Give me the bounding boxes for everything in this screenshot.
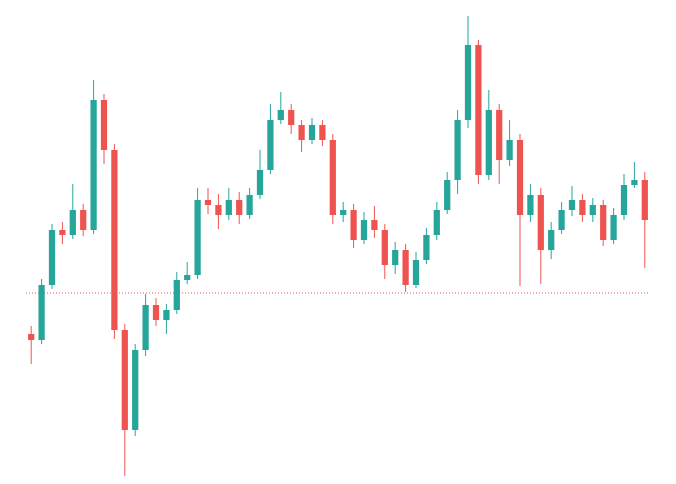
- candle-body: [277, 110, 284, 120]
- candle-body: [392, 250, 399, 265]
- candle-body: [620, 185, 628, 215]
- candle-body: [454, 120, 461, 180]
- candle-body: [329, 140, 336, 215]
- candle-body: [100, 100, 108, 150]
- candle-body: [38, 285, 45, 340]
- candle-body: [610, 215, 617, 240]
- candle-body: [267, 120, 274, 170]
- candle-body: [568, 200, 576, 210]
- candle-body: [215, 205, 222, 215]
- candle-body: [48, 230, 56, 285]
- candle-body: [288, 110, 295, 125]
- candle-body: [516, 140, 524, 215]
- candle-body: [360, 220, 368, 240]
- candle-body: [90, 100, 97, 230]
- candle-body: [152, 305, 160, 320]
- candle-body: [319, 125, 326, 140]
- candle-body: [59, 230, 66, 235]
- candle-body: [28, 334, 35, 340]
- candle-body: [496, 110, 503, 160]
- candle-body: [464, 45, 472, 120]
- candle-body: [485, 110, 492, 175]
- candle-body: [298, 125, 305, 140]
- candle-body: [641, 180, 648, 220]
- candle-body: [184, 275, 191, 280]
- candle-body: [236, 200, 243, 215]
- candle-body: [548, 230, 555, 250]
- candle-body: [121, 330, 128, 430]
- candle-body: [506, 140, 513, 160]
- candle-body: [600, 205, 607, 240]
- candle-body: [371, 220, 378, 230]
- candle-body: [194, 200, 201, 275]
- candle-body: [256, 170, 264, 195]
- candle-body: [475, 45, 482, 175]
- candle-body: [433, 210, 440, 235]
- candle-body: [444, 180, 451, 210]
- candle-body: [537, 195, 544, 250]
- candle-body: [308, 125, 316, 140]
- candle-body: [381, 230, 388, 265]
- candle-body: [142, 305, 149, 350]
- candle-body: [558, 210, 565, 230]
- candle-body: [350, 210, 357, 240]
- candle-body: [402, 250, 409, 285]
- candle-body: [173, 280, 180, 310]
- candle-body: [225, 200, 232, 215]
- candle-body: [423, 235, 430, 260]
- candle-body: [340, 210, 347, 215]
- candle-body: [80, 210, 87, 230]
- candle-body: [204, 200, 212, 205]
- candle-body: [69, 210, 76, 235]
- candle-body: [111, 150, 118, 330]
- candle-body: [589, 205, 596, 215]
- candle-body: [527, 195, 534, 215]
- candle-body: [412, 260, 420, 285]
- candle-body: [579, 200, 586, 215]
- candle-body: [132, 350, 139, 430]
- candle-body: [246, 195, 253, 215]
- candle-body: [163, 310, 170, 320]
- candle-body: [631, 180, 638, 185]
